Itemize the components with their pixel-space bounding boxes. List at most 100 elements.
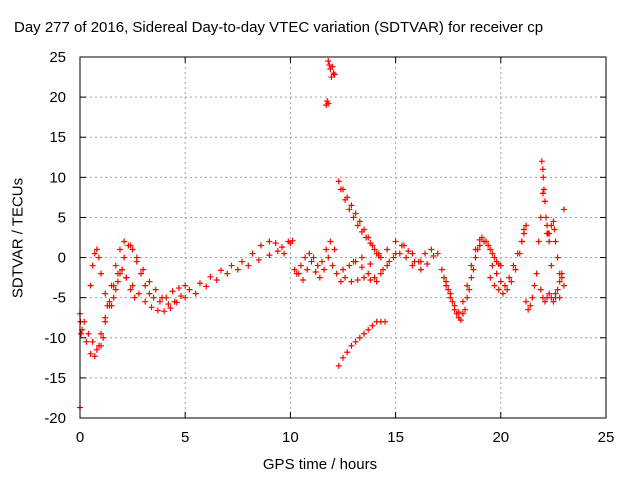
data-point [361, 274, 368, 281]
data-point [462, 306, 469, 313]
x-tick-label: 10 [282, 429, 299, 446]
data-point [403, 254, 410, 261]
data-point [325, 254, 332, 261]
data-point [386, 258, 393, 265]
series-descending-12-15-b [337, 186, 382, 259]
data-point [121, 238, 128, 245]
data-point [367, 260, 374, 267]
data-point [114, 278, 121, 285]
data-point [506, 274, 513, 281]
data-point [546, 238, 553, 245]
data-point [352, 338, 359, 345]
data-point [434, 250, 441, 257]
data-point [356, 218, 363, 225]
axis-ticks: 0 5 10 15 20 25 -20 -15 -10 -5 0 5 10 15 20 25 [44, 49, 614, 446]
data-point [89, 262, 96, 269]
data-point [302, 254, 309, 261]
x-tick-label: 0 [76, 429, 84, 446]
x-tick-label: 15 [387, 429, 404, 446]
data-point [428, 246, 435, 253]
data-point [514, 250, 521, 257]
series-cluster-21-23-b [537, 206, 567, 305]
data-point [329, 262, 336, 269]
data-point [438, 266, 445, 273]
data-point [167, 305, 174, 312]
data-point [445, 286, 452, 293]
data-point [483, 238, 490, 245]
data-point [182, 282, 189, 289]
data-point [529, 294, 536, 301]
data-point [297, 262, 304, 269]
data-point [318, 258, 325, 265]
data-point [278, 244, 285, 251]
data-point [266, 252, 273, 259]
data-point [356, 334, 363, 341]
series-dip-17-19-c [443, 236, 483, 316]
data-point [510, 262, 517, 269]
data-point [239, 258, 246, 265]
data-point [119, 266, 126, 273]
data-point [371, 274, 378, 281]
data-point [449, 298, 456, 305]
data-point [350, 258, 357, 265]
data-point [161, 308, 168, 315]
data-point [392, 250, 399, 257]
data-point [129, 246, 136, 253]
series-trace-d [108, 242, 189, 309]
data-point [354, 277, 361, 284]
data-point [523, 222, 530, 229]
data-point [518, 238, 525, 245]
data-point [291, 266, 298, 273]
data-point [98, 342, 105, 349]
data-point [451, 306, 458, 313]
data-point [272, 240, 279, 247]
series-hump-22-23 [546, 218, 565, 281]
data-point [520, 230, 527, 237]
data-point [300, 277, 307, 284]
data-point [337, 186, 344, 193]
data-point [365, 270, 372, 277]
data-point [152, 286, 159, 293]
data-point [556, 270, 563, 277]
data-point [326, 62, 333, 69]
y-tick-label: 0 [58, 250, 66, 267]
data-point [527, 302, 534, 309]
data-point [337, 278, 344, 285]
data-point [466, 286, 473, 293]
data-point [377, 270, 384, 277]
data-point [142, 298, 149, 305]
x-tick-label: 20 [492, 429, 509, 446]
data-point [217, 267, 224, 274]
data-point [350, 214, 357, 221]
data-point [281, 250, 288, 257]
data-point [512, 266, 519, 273]
data-point [169, 288, 176, 295]
data-point [504, 286, 511, 293]
data-point [352, 210, 359, 217]
data-point [361, 330, 368, 337]
series-hump-11 [293, 238, 338, 277]
data-point [554, 286, 561, 293]
data-point [459, 310, 466, 317]
data-point [540, 186, 547, 193]
data-point [89, 338, 96, 345]
data-point [274, 248, 281, 255]
data-point [148, 304, 155, 311]
data-point [342, 274, 349, 281]
data-point [321, 266, 328, 273]
data-point [108, 302, 115, 309]
data-point [81, 318, 88, 325]
data-point [499, 290, 506, 297]
data-point [375, 250, 382, 257]
data-point [485, 242, 492, 249]
data-point [331, 246, 338, 253]
data-point [112, 286, 119, 293]
data-point [156, 298, 163, 305]
data-point [91, 250, 98, 257]
data-point [401, 242, 408, 249]
data-point [138, 270, 145, 277]
data-point [335, 362, 342, 369]
data-point [213, 277, 220, 284]
data-point [129, 282, 136, 289]
